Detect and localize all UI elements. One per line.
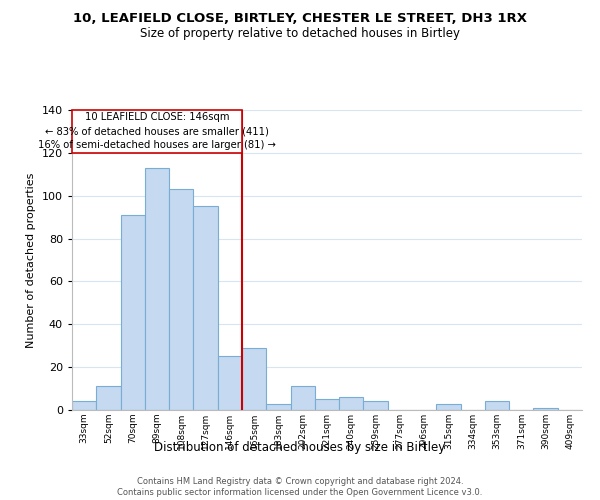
Text: 10, LEAFIELD CLOSE, BIRTLEY, CHESTER LE STREET, DH3 1RX: 10, LEAFIELD CLOSE, BIRTLEY, CHESTER LE …: [73, 12, 527, 26]
Bar: [193, 206, 218, 410]
Bar: [339, 397, 364, 410]
Bar: [436, 404, 461, 410]
Y-axis label: Number of detached properties: Number of detached properties: [26, 172, 36, 348]
Text: 10 LEAFIELD CLOSE: 146sqm
← 83% of detached houses are smaller (411)
16% of semi: 10 LEAFIELD CLOSE: 146sqm ← 83% of detac…: [38, 112, 276, 150]
Bar: [145, 168, 169, 410]
Bar: [533, 408, 558, 410]
Bar: [242, 348, 266, 410]
Text: Distribution of detached houses by size in Birtley: Distribution of detached houses by size …: [154, 441, 446, 454]
Bar: [72, 402, 96, 410]
Bar: [121, 215, 145, 410]
Text: Contains public sector information licensed under the Open Government Licence v3: Contains public sector information licen…: [118, 488, 482, 497]
Bar: [169, 190, 193, 410]
Bar: [364, 402, 388, 410]
Text: Contains HM Land Registry data © Crown copyright and database right 2024.: Contains HM Land Registry data © Crown c…: [137, 476, 463, 486]
FancyBboxPatch shape: [72, 110, 242, 153]
Text: Size of property relative to detached houses in Birtley: Size of property relative to detached ho…: [140, 28, 460, 40]
Bar: [218, 356, 242, 410]
Bar: [485, 402, 509, 410]
Bar: [315, 400, 339, 410]
Bar: [96, 386, 121, 410]
Bar: [266, 404, 290, 410]
Bar: [290, 386, 315, 410]
